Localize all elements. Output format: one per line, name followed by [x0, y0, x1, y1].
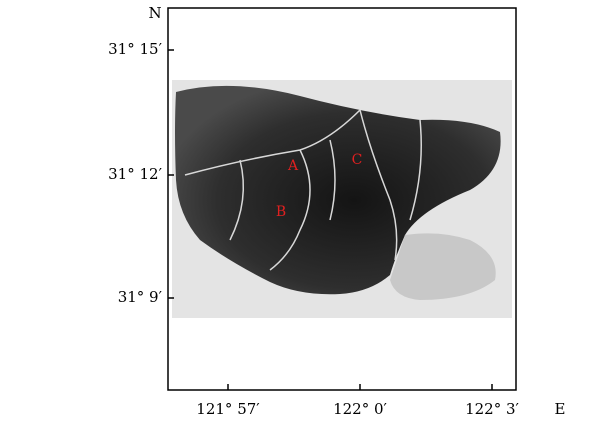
lon-tick-label: 122° 0′: [333, 400, 387, 418]
east-label: E: [555, 400, 566, 418]
site-label: C: [352, 152, 363, 168]
site-label: B: [276, 204, 286, 220]
site-label: A: [287, 158, 299, 174]
north-label: N: [148, 4, 161, 22]
lon-tick-label: 121° 57′: [196, 400, 260, 418]
lon-tick-label: 122° 3′: [465, 400, 519, 418]
lat-tick-label: 31° 15′: [108, 40, 162, 58]
lat-tick-label: 31° 9′: [118, 288, 163, 306]
map-figure: N E 31° 15′ 31° 12′ 31° 9′ 121° 57′ 122°…: [0, 0, 596, 421]
satellite-image: [172, 80, 512, 318]
lat-tick-label: 31° 12′: [108, 165, 162, 183]
